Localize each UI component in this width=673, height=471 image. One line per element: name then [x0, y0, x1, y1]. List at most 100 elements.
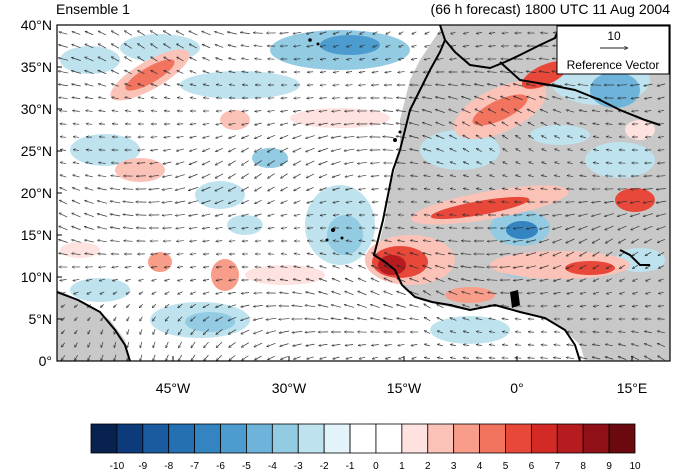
wind-arrow-icon [412, 356, 417, 359]
colorbar-swatch [453, 423, 480, 454]
wind-arrow-icon [331, 161, 341, 165]
wind-arrow-icon [567, 136, 573, 139]
wind-arrow-icon [658, 306, 665, 307]
wind-arrow-icon [216, 241, 223, 242]
wind-arrow-icon [320, 85, 327, 86]
wind-arrow-icon [502, 148, 508, 152]
wind-arrow-icon [203, 304, 210, 308]
wind-arrow-icon [74, 342, 78, 348]
wind-arrow-icon [592, 176, 600, 177]
wind-arrow-icon [461, 84, 471, 87]
wind-arrow-icon [344, 161, 354, 164]
wind-arrow-icon [202, 148, 210, 151]
wind-arrow-icon [528, 332, 535, 333]
wind-arrow-icon [632, 251, 639, 257]
wind-arrow-icon [267, 135, 276, 138]
wind-arrow-icon [539, 96, 549, 100]
wind-arrow-icon [293, 135, 302, 138]
wind-arrow-icon [74, 291, 79, 294]
wind-arrow-icon [203, 98, 210, 99]
wind-arrow-icon [241, 58, 249, 59]
wind-arrow-icon [306, 173, 315, 179]
wind-arrow-icon [98, 97, 106, 100]
wind-arrow-icon [346, 72, 353, 73]
wind-arrow-icon [449, 228, 458, 229]
wind-arrow-icon [475, 108, 484, 114]
wind-arrow-icon [242, 111, 249, 112]
wind-arrow-icon [488, 46, 496, 47]
wind-arrow-icon [332, 344, 341, 345]
wind-arrow-icon [100, 316, 104, 321]
wind-arrow-icon [240, 317, 250, 320]
wind-arrow-icon [214, 32, 224, 35]
wind-arrow-icon [516, 148, 521, 152]
wind-arrow-icon [320, 72, 326, 73]
wind-arrow-icon [502, 319, 509, 320]
wind-arrow-icon [410, 176, 418, 177]
wind-arrow-icon [279, 293, 289, 294]
wind-arrow-icon [645, 110, 652, 111]
wind-arrow-icon [332, 98, 340, 99]
wind-arrow-icon [345, 266, 353, 269]
wind-arrow-icon [241, 135, 249, 138]
wind-arrow-icon [100, 291, 105, 295]
wind-arrow-icon [554, 135, 560, 139]
wind-arrow-icon [424, 316, 431, 322]
wind-arrow-icon [502, 345, 509, 346]
wind-arrow-icon [409, 278, 419, 283]
wind-arrow-icon [190, 267, 196, 268]
wind-arrow-icon [294, 214, 301, 216]
wind-arrow-icon [60, 149, 66, 150]
wind-arrow-icon [305, 305, 316, 308]
wind-arrow-icon [513, 96, 523, 101]
wind-arrow-icon [513, 227, 523, 228]
wind-arrow-icon [344, 111, 354, 112]
lon-label-15w: 15°W [387, 380, 422, 396]
wind-arrow-icon [449, 134, 457, 140]
wind-arrow-icon [318, 292, 328, 295]
wind-arrow-icon [424, 189, 431, 190]
wind-arrow-icon [281, 200, 288, 204]
wind-arrow-icon [176, 228, 185, 229]
wind-arrow-icon [319, 174, 328, 177]
wind-arrow-icon [463, 344, 469, 345]
colorbar-swatch [530, 423, 558, 454]
wind-arrow-icon [138, 279, 144, 281]
wind-arrow-icon [529, 148, 534, 152]
wind-arrow-icon [592, 225, 601, 230]
wind-arrow-icon [631, 225, 640, 230]
wind-arrow-icon [371, 176, 380, 177]
wind-arrow-icon [644, 344, 653, 347]
wind-arrow-icon [630, 213, 641, 217]
wind-arrow-icon [487, 84, 498, 87]
wind-arrow-icon [541, 122, 548, 126]
lat-label-0: 0° [39, 353, 52, 369]
wind-arrow-icon [177, 328, 183, 335]
wind-arrow-icon [88, 316, 91, 321]
wind-arrow-icon [71, 240, 81, 243]
wind-arrow-icon [437, 189, 443, 190]
wind-arrow-icon [592, 238, 601, 244]
wind-arrow-icon [280, 110, 288, 111]
wind-arrow-icon [436, 228, 444, 229]
wind-arrow-icon [267, 342, 276, 346]
wind-arrow-icon [489, 345, 495, 346]
wind-arrow-icon [346, 31, 353, 35]
wind-arrow-icon [332, 111, 341, 112]
wind-arrow-icon [526, 71, 537, 74]
wind-arrow-icon [253, 305, 263, 306]
wind-arrow-icon [658, 292, 664, 293]
wind-arrow-icon [281, 98, 288, 99]
wind-arrow-icon [124, 30, 132, 36]
wind-arrow-icon [203, 291, 210, 294]
wind-arrow-icon [319, 344, 328, 345]
wind-arrow-icon [190, 303, 196, 309]
wind-arrow-icon [359, 240, 366, 241]
wind-arrow-icon [383, 123, 394, 124]
wind-arrow-icon [578, 202, 588, 203]
wind-arrow-icon [332, 278, 341, 282]
wind-arrow-icon [228, 292, 236, 293]
wind-arrow-icon [254, 213, 262, 216]
wind-arrow-icon [137, 30, 145, 36]
